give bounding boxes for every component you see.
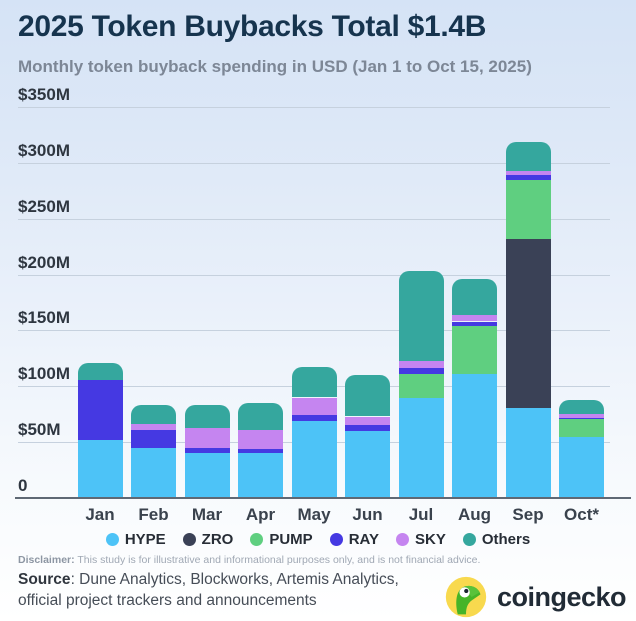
bar-Aug-SKY (452, 314, 497, 322)
bar-Oct-HYPE (559, 436, 604, 498)
x-axis-label-Apr: Apr (245, 505, 276, 524)
bar-Feb-RAY (131, 429, 176, 448)
source-label: Source (18, 571, 71, 588)
x-axis-label-Aug: Aug (457, 505, 492, 524)
x-axis-label-Jan: Jan (85, 505, 115, 524)
legend-item-PUMP: PUMP (250, 530, 313, 548)
page-subtitle: Monthly token buyback spending in USD (J… (18, 57, 532, 76)
bar-Oct-SKY (559, 414, 604, 418)
bar-Oct-RAY (559, 417, 604, 419)
gridline-250 (18, 218, 610, 220)
x-axis-line (15, 497, 631, 499)
x-axis-label-May: May (297, 505, 331, 524)
page-title: 2025 Token Buybacks Total $1.4B (18, 10, 487, 43)
bar-Sep-SKY (505, 170, 551, 176)
y-tick-label: $250M (18, 196, 70, 216)
bar-May-SKY (291, 397, 337, 416)
bar-May-RAY (291, 415, 337, 421)
legend-label: PUMP (269, 530, 313, 548)
bar-May-Others (291, 367, 337, 398)
bar-Jul-Others (398, 271, 444, 361)
x-axis-label-Oct: Oct* (564, 505, 599, 524)
legend-item-SKY: SKY (395, 530, 446, 548)
y-tick-label: $50M (18, 420, 61, 440)
y-tick-label: $200M (18, 252, 70, 272)
bar-Jun-SKY (345, 416, 390, 426)
legend-item-HYPE: HYPE (105, 530, 166, 548)
bar-Jan-RAY (77, 379, 123, 440)
coingecko-logo: coingecko (444, 574, 627, 620)
bar-Oct-Others (559, 399, 604, 415)
source-line2: official project trackers and announceme… (18, 592, 317, 609)
bar-Jul-HYPE (398, 397, 444, 498)
x-axis-label-Mar: Mar (191, 505, 223, 524)
bar-Feb-Others (131, 405, 176, 425)
legend-dot-SKY (395, 532, 409, 546)
bar-Sep-ZRO (505, 238, 551, 408)
bar-Aug-HYPE (452, 374, 497, 498)
bar-Aug-RAY (452, 321, 497, 326)
bar-Jan-HYPE (77, 439, 123, 498)
bar-Jan-Others (77, 362, 123, 380)
legend-dot-ZRO (182, 532, 196, 546)
x-axis-label-Jun: Jun (352, 505, 383, 524)
bar-Jun-RAY (345, 425, 390, 431)
gridline-300 (18, 162, 610, 164)
gecko-icon (445, 576, 487, 618)
legend-item-ZRO: ZRO (182, 530, 234, 548)
bar-Sep-Others (505, 141, 551, 171)
x-axis-label-Feb: Feb (138, 505, 169, 524)
bar-Jun-HYPE (345, 431, 390, 498)
x-axis-label-Sep: Sep (512, 505, 544, 524)
legend-dot-Others (462, 532, 476, 546)
bar-Sep-PUMP (505, 179, 551, 239)
source-text: Source: Dune Analytics, Blockworks, Arte… (18, 571, 399, 609)
bar-Feb-HYPE (131, 447, 176, 498)
legend-label: ZRO (201, 530, 234, 548)
bar-Aug-PUMP (452, 326, 497, 374)
bar-Apr-SKY (238, 429, 283, 449)
bar-Jun-Others (345, 375, 390, 417)
bar-May-HYPE (291, 420, 337, 498)
gridline-150 (18, 330, 610, 332)
legend-dot-HYPE (105, 532, 119, 546)
legend-label: Others (481, 530, 531, 548)
bar-Sep-HYPE (505, 407, 551, 498)
bar-Mar-Others (184, 405, 230, 428)
gridline-350 (18, 107, 610, 109)
bar-Oct-PUMP (559, 418, 604, 437)
legend-item-RAY: RAY (329, 530, 379, 548)
y-tick-label: $300M (18, 140, 70, 160)
bar-Apr-RAY (238, 448, 283, 454)
legend-dot-PUMP (250, 532, 264, 546)
bar-Apr-HYPE (238, 453, 283, 498)
bar-Jul-SKY (398, 360, 444, 369)
disclaimer-label: Disclaimer: (18, 554, 75, 566)
coingecko-wordmark: coingecko (496, 581, 627, 612)
y-tick-label: 0 (18, 476, 28, 495)
bar-Apr-Others (238, 403, 283, 430)
y-tick-label: $100M (18, 364, 70, 384)
bar-Mar-SKY (184, 427, 230, 448)
legend-label: RAY (348, 530, 379, 548)
gridline-200 (18, 274, 610, 276)
legend-item-Others: Others (462, 530, 531, 548)
legend-dot-RAY (329, 532, 343, 546)
disclaimer-text: Disclaimer: This study is for illustrati… (18, 554, 481, 566)
legend-label: HYPE (124, 530, 166, 548)
chart-legend: HYPE ZRO PUMP RAY SKY Others (0, 529, 636, 549)
y-tick-label: $350M (18, 85, 70, 105)
legend-label: SKY (414, 530, 446, 548)
bar-Aug-Others (452, 279, 497, 315)
bar-Mar-HYPE (184, 453, 230, 498)
bar-Jul-RAY (398, 368, 444, 374)
y-tick-label: $150M (18, 308, 70, 328)
bar-Feb-SKY (131, 424, 176, 430)
x-axis-label-Jul: Jul (408, 505, 434, 524)
bar-Mar-RAY (184, 447, 230, 454)
bar-Jul-PUMP (398, 374, 444, 398)
bar-Sep-RAY (505, 175, 551, 180)
